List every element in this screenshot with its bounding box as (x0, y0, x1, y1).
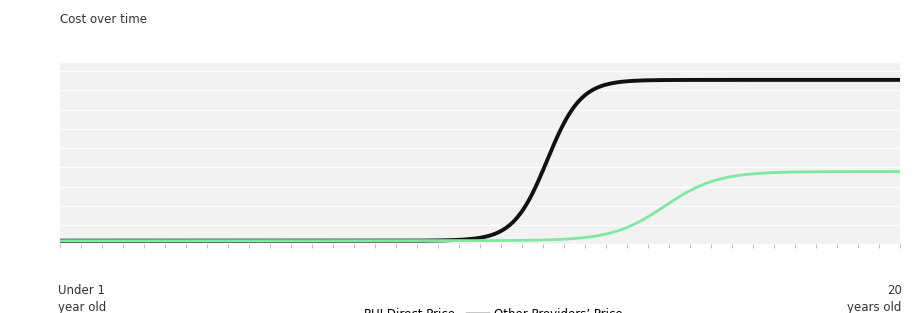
Text: Under 1
year old: Under 1 year old (58, 284, 106, 313)
Text: Cost over time: Cost over time (60, 13, 147, 26)
Text: 20
years old: 20 years old (847, 284, 902, 313)
Legend: PHI Direct Price, Other Providers’ Price: PHI Direct Price, Other Providers’ Price (332, 303, 628, 313)
